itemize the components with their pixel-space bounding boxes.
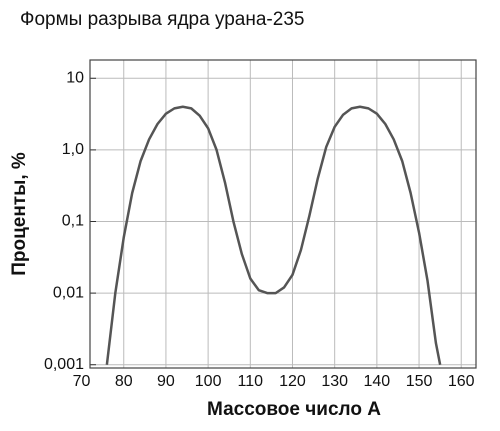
y-tick-label: 10: [66, 69, 84, 86]
x-tick-label: 90: [157, 373, 175, 390]
y-tick-label: 1,0: [62, 141, 84, 158]
data-line: [105, 105, 442, 365]
x-tick-label: 140: [364, 373, 391, 390]
x-tick-label: 100: [195, 373, 222, 390]
x-tick-label: 150: [406, 373, 433, 390]
y-tick-label: 0,01: [53, 284, 84, 301]
y-tick-label: 0,1: [62, 213, 84, 230]
x-tick-label: 110: [238, 373, 264, 390]
plot-frame: [89, 59, 477, 369]
y-tick-label: 0,001: [44, 356, 84, 373]
y-axis-label: Проценты, %: [9, 152, 30, 276]
x-tick-label: 70: [73, 373, 91, 390]
x-tick-label: 120: [279, 373, 306, 390]
chart-title: Формы разрыва ядра урана-235: [20, 9, 304, 30]
x-tick-label: 80: [115, 373, 133, 390]
x-axis-label: Массовое число A: [207, 399, 381, 420]
x-tick-label: 130: [321, 373, 348, 390]
x-tick-label: 160: [448, 373, 475, 390]
